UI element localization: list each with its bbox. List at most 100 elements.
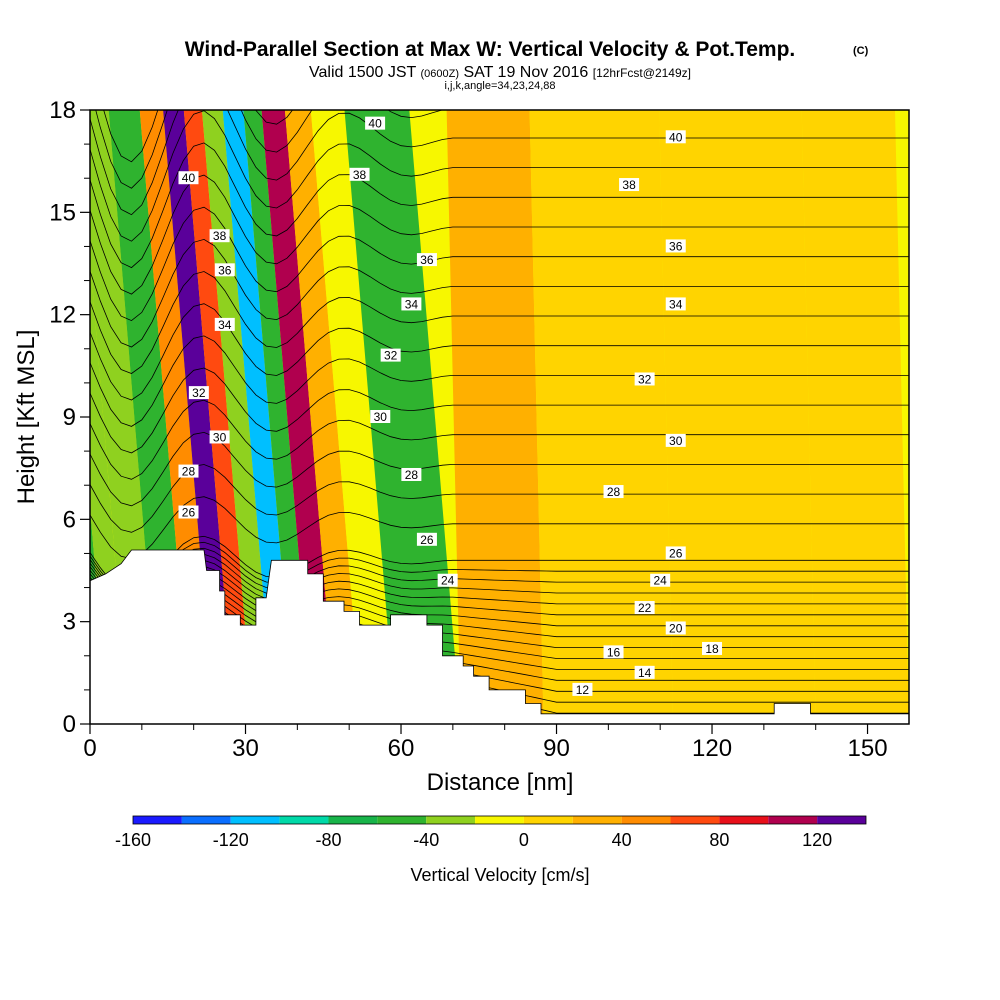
contour-label: 16 (607, 645, 621, 659)
x-tick-label: 60 (388, 735, 415, 762)
contour-label: 28 (182, 465, 196, 479)
contour-label-bg (214, 263, 235, 277)
velocity-band (344, 110, 461, 724)
x-axis-label: Distance [nm] (427, 769, 574, 796)
velocity-band (310, 110, 396, 724)
contour-label-bg (619, 178, 640, 192)
contour-label-bg (416, 532, 437, 546)
subtitle-date: SAT 19 Nov 2016 (463, 64, 588, 81)
subtitle-zulu: (0600Z) (420, 68, 459, 80)
contour-label-bg (370, 410, 391, 423)
contour-label-bg (188, 386, 209, 400)
contour-label: 20 (669, 621, 683, 635)
contour-label: 40 (669, 130, 683, 144)
contour-label: 28 (405, 468, 419, 482)
colorbar-tick-label: 120 (802, 830, 832, 850)
colorbar-tick-label: -120 (213, 830, 249, 850)
colorbar-swatch (328, 816, 378, 824)
contour-label-bg (214, 317, 235, 331)
terrain (90, 549, 909, 724)
colorbar-swatch (279, 816, 329, 824)
contour-label: 12 (576, 683, 590, 697)
contour-label-bg (209, 430, 230, 444)
contour-label-bg (665, 621, 686, 635)
contour-label: 32 (638, 372, 652, 386)
velocity-band (659, 110, 816, 724)
contour-label-bg (178, 171, 199, 185)
contour-label-bg (702, 641, 723, 655)
contour-label-bg (365, 116, 386, 130)
colorbar-tick-label: 0 (519, 830, 529, 850)
contour-label: 34 (669, 297, 683, 311)
vertical-velocity-field (90, 110, 909, 724)
chart-title: Wind-Parallel Section at Max W: Vertical… (185, 38, 796, 61)
x-tick-label: 120 (692, 735, 732, 762)
y-tick-label: 9 (63, 404, 76, 431)
isentrope-line (90, 335, 909, 427)
contour-label: 38 (353, 168, 367, 182)
colorbar-swatch (817, 816, 866, 824)
isentrope-line (90, 399, 909, 480)
contour-label: 18 (705, 642, 719, 656)
contour-label-bg (603, 485, 624, 499)
x-tick-label: 30 (232, 735, 259, 762)
contour-label: 40 (182, 171, 196, 185)
contour-label-bg (665, 433, 686, 447)
colorbar-swatch (621, 816, 671, 824)
velocity-band (801, 110, 909, 724)
x-tick-label: 0 (83, 735, 96, 762)
contour-label-bg (603, 645, 624, 659)
isentrope-line (90, 584, 909, 659)
contour-label-bg (178, 464, 199, 478)
terrain-mask (90, 549, 909, 724)
isentrope-line (90, 580, 909, 648)
contour-label-bg (178, 505, 199, 519)
isentrope-line (90, 565, 909, 616)
isentrope-line (90, 464, 909, 533)
contour-label-bg (380, 348, 401, 362)
isentrope-line (90, 535, 909, 592)
colorbar-swatch (475, 816, 524, 824)
contour-label: 28 (607, 485, 621, 499)
isentrope-line (90, 591, 909, 681)
contour-label: 26 (182, 506, 196, 520)
contour-label-bg (349, 167, 370, 181)
contour-label-bg (634, 601, 655, 615)
contour-label-bg (416, 253, 437, 267)
isentrope-line (90, 547, 909, 598)
contour-label-bg (401, 297, 422, 311)
colorbar-swatch (181, 816, 231, 824)
contour-label: 36 (218, 263, 232, 277)
contour-label-bg (437, 573, 458, 587)
contour-label: 14 (638, 666, 652, 680)
y-axis-label: Height [Kft MSL] (13, 330, 40, 505)
isentrope-line (90, 541, 909, 595)
contour-label: 34 (405, 297, 419, 311)
subtitle-valid: Valid 1500 JST (309, 64, 417, 81)
y-tick-label: 0 (63, 711, 76, 738)
contour-label-bg (650, 573, 671, 587)
y-tick-label: 3 (63, 609, 76, 636)
contour-label: 24 (654, 574, 668, 588)
contour-label-bg (665, 239, 686, 253)
contour-label: 36 (420, 253, 434, 267)
isentrope-line (90, 238, 909, 348)
colorbar-label: Vertical Velocity [cm/s] (410, 865, 589, 885)
contour-label: 26 (420, 533, 434, 547)
colorbar-swatch (230, 816, 280, 824)
colorbar-swatch (572, 816, 622, 824)
contour-label: 22 (638, 601, 652, 615)
isentrope-line (90, 571, 909, 627)
isentrope-line (90, 142, 909, 269)
contour-label: 34 (218, 318, 232, 332)
isentrope-line (90, 110, 909, 242)
colorbar-frame (132, 815, 867, 825)
colorbar-tick-label: -80 (315, 830, 341, 850)
isentrope-line (90, 174, 909, 295)
colorbar-swatch (768, 816, 818, 824)
y-tick-label: 12 (49, 302, 76, 329)
contour-label-bg (401, 467, 422, 481)
